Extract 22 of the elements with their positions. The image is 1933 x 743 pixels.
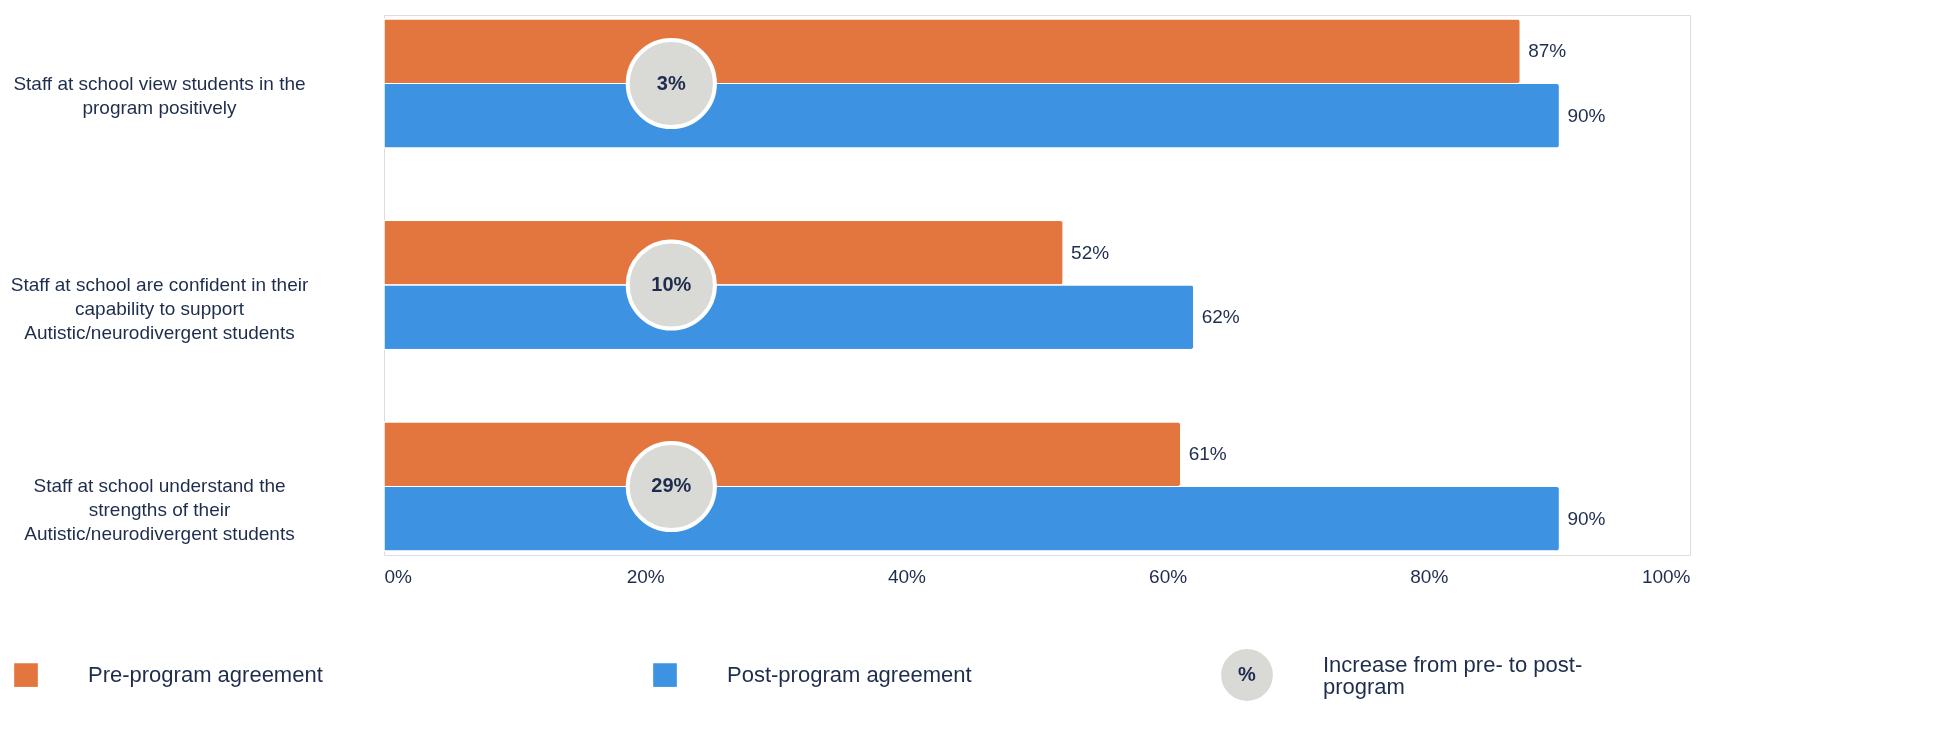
data-label: 90% bbox=[1567, 507, 1606, 529]
x-tick-label: 60% bbox=[1149, 565, 1188, 587]
y-tick-label: Staff at school view students in the program positively bbox=[13, 72, 306, 118]
data-label: 61% bbox=[1188, 443, 1227, 465]
text: Increase from pre- to post-program bbox=[1323, 652, 1583, 699]
data-label: 62% bbox=[1201, 306, 1240, 328]
annotation: 10% bbox=[651, 273, 692, 295]
legend-label: Post-program agreement bbox=[727, 662, 972, 688]
annotation: 3% bbox=[656, 71, 686, 94]
legend-label: Pre-program agreement bbox=[88, 662, 323, 688]
y-tick-label: Staff at school are confident in their capability to support Autistic/neurodivergent students bbox=[10, 274, 309, 343]
x-tick-label: 0% bbox=[384, 565, 413, 587]
data-label: 52% bbox=[1071, 241, 1110, 263]
x-tick-label: 80% bbox=[1410, 565, 1449, 587]
x-tick-label: 20% bbox=[626, 565, 665, 587]
x-tick-label: 100% bbox=[1641, 565, 1691, 587]
annotation: 29% bbox=[651, 474, 692, 497]
x-tick-label: 40% bbox=[887, 565, 927, 587]
y-tick-label: Staff at school understand the strengths of their Autistic/neurodivergent students bbox=[24, 475, 295, 545]
text: % bbox=[1238, 663, 1257, 685]
data-label: 90% bbox=[1567, 104, 1606, 126]
data-label: 87% bbox=[1528, 40, 1567, 62]
